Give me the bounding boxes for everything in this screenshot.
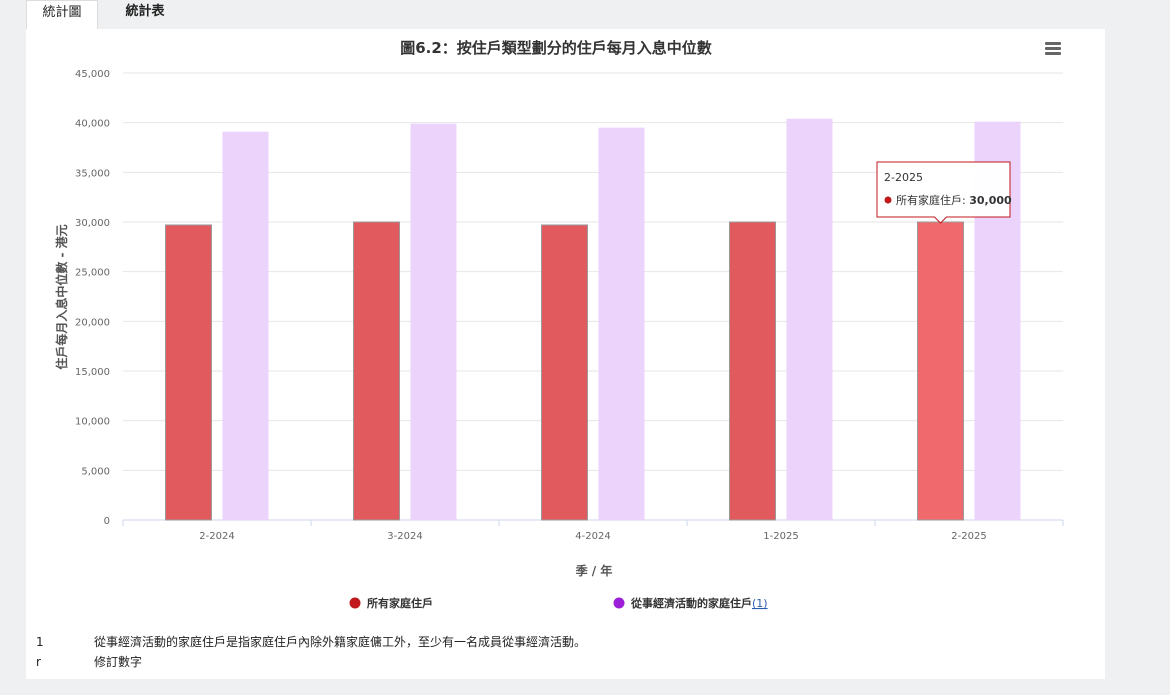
tooltip-box	[876, 161, 1011, 224]
footnotes: 1 從事經濟活動的家庭住戶是指家庭住戶內除外籍家庭傭工外，至少有一名成員從事經濟…	[36, 632, 736, 672]
footnote-row: 1 從事經濟活動的家庭住戶是指家庭住戶內除外籍家庭傭工外，至少有一名成員從事經濟…	[36, 632, 736, 652]
legend-label-text[interactable]: 所有家庭住戶	[367, 596, 433, 610]
x-axis-label: 季 / 年	[575, 563, 613, 578]
tooltip-category: 2-2025	[884, 171, 923, 184]
bar-economically-active-households	[222, 131, 269, 520]
y-tick-label: 5,000	[81, 466, 110, 477]
bar-economically-active-households	[598, 127, 645, 520]
chart-menu-icon[interactable]	[1045, 42, 1063, 56]
tooltip-series-label: 所有家庭住戶:	[896, 193, 969, 207]
bar-all-households	[729, 221, 776, 521]
footnote-text: 從事經濟活動的家庭住戶是指家庭住戶內除外籍家庭傭工外，至少有一名成員從事經濟活動…	[94, 635, 587, 649]
y-tick-label: 15,000	[75, 367, 110, 378]
x-tick-label: 1-2025	[763, 531, 798, 542]
legend-label[interactable]: 從事經濟活動的家庭住戶(1)	[630, 596, 768, 610]
tooltip: 2-2025 所有家庭住戶: 30,000	[876, 161, 1012, 224]
y-axis-label: 住戶每月入息中位數 - 港元	[54, 224, 69, 369]
y-tick-label: 0	[104, 516, 110, 527]
x-tick-label: 2-2025	[951, 531, 986, 542]
footnote-link[interactable]: (1)	[752, 597, 768, 610]
y-tick-label: 30,000	[75, 218, 110, 229]
legend-marker[interactable]	[349, 597, 361, 609]
footnote-text: 修訂數字	[94, 655, 143, 669]
y-tick-label: 20,000	[75, 317, 110, 328]
y-tick-label: 45,000	[75, 69, 110, 80]
legend-marker[interactable]	[613, 597, 625, 609]
x-tick-label: 2-2024	[199, 531, 234, 542]
y-tick-label: 40,000	[75, 119, 110, 130]
x-tick-label: 4-2024	[575, 531, 610, 542]
bar-all-households	[917, 221, 964, 521]
footnote-key: r	[36, 655, 41, 669]
y-axis-ticks: 0 5,000 10,000 15,000 20,000 25,000 30,000 35,0…	[75, 69, 110, 527]
tab-table[interactable]: 統計表	[125, 4, 165, 19]
bar-all-households	[353, 221, 400, 521]
footnote-row: r 修訂數字	[36, 652, 736, 672]
bar-economically-active-households	[786, 118, 833, 521]
tooltip-line: 所有家庭住戶: 30,000	[896, 193, 1012, 207]
footnote-key: 1	[36, 635, 44, 649]
tab-chart[interactable]: 統計圖	[26, 0, 98, 30]
legend-label[interactable]: 所有家庭住戶	[367, 596, 433, 610]
bars	[165, 118, 1021, 521]
x-axis-ticks: 2-2024 3-2024 4-2024 1-2025 2-2025	[122, 520, 1064, 542]
legend-label-text[interactable]: 從事經濟活動的家庭住戶	[630, 596, 752, 610]
legend: 所有家庭住戶 從事經濟活動的家庭住戶(1)	[349, 596, 768, 610]
tooltip-marker	[884, 196, 892, 204]
bar-all-households	[541, 224, 588, 521]
y-tick-label: 10,000	[75, 417, 110, 428]
tooltip-value: 30,000	[969, 194, 1012, 207]
x-tick-label: 3-2024	[387, 531, 422, 542]
bar-all-households	[165, 224, 212, 521]
bar-economically-active-households	[410, 123, 457, 520]
chart-title: 圖6.2：按住戶類型劃分的住戶每月入息中位數	[400, 39, 712, 57]
y-tick-label: 35,000	[75, 168, 110, 179]
y-tick-label: 25,000	[75, 268, 110, 279]
